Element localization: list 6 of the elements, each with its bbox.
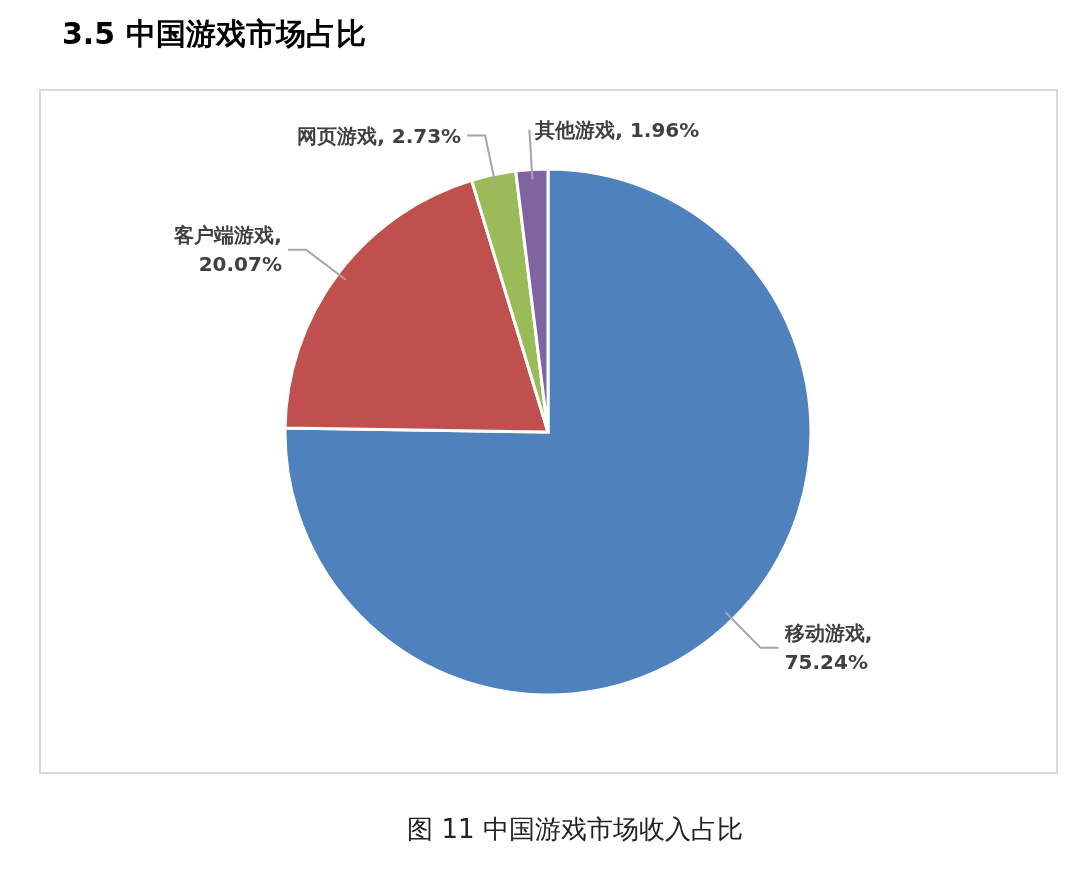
- chart-title: 3.5 中国游戏市场占比: [62, 16, 366, 51]
- slice-label: 其他游戏, 1.96%: [534, 117, 700, 142]
- slice-label: 网页游戏, 2.73%: [297, 123, 462, 148]
- slice-label: 移动游戏, 75.24%: [783, 621, 873, 675]
- slice-label: 客户端游戏, 20.07%: [173, 223, 282, 277]
- caption: 图 11 中国游戏市场收入占比: [407, 814, 743, 844]
